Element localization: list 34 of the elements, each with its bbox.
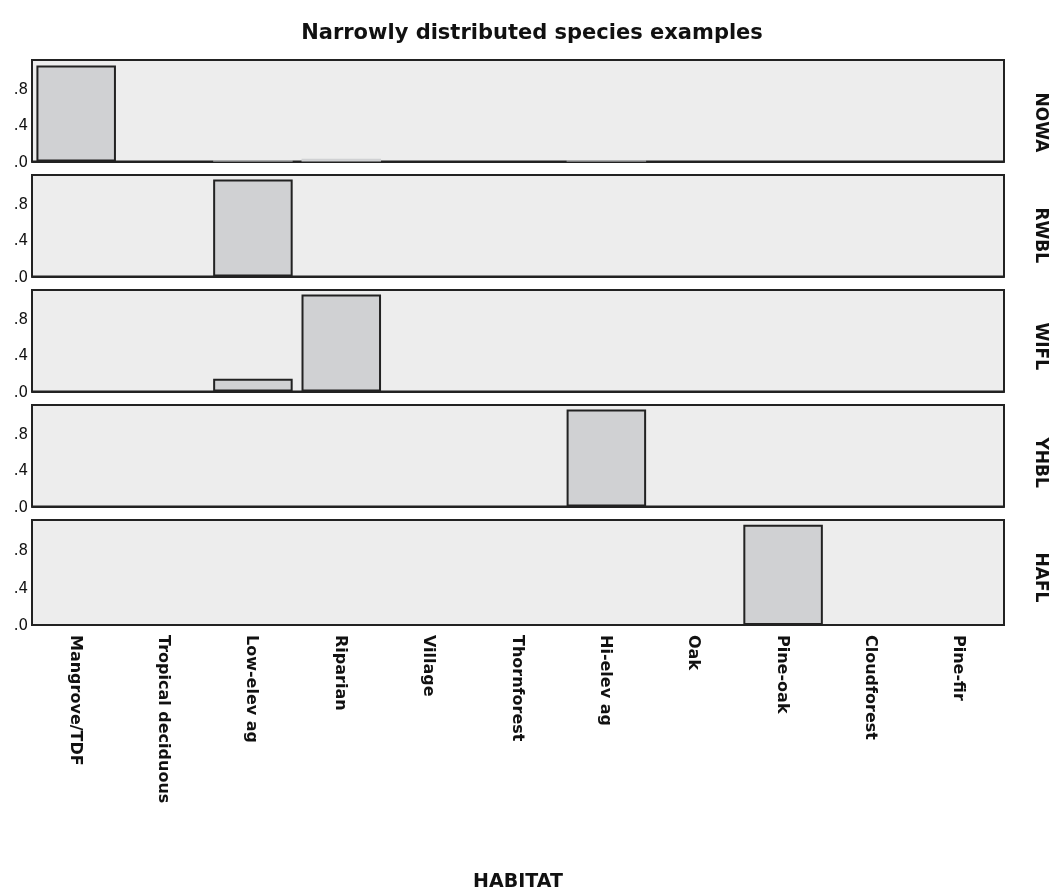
y-tick-label: .0 [13,497,28,516]
y2-axis-title: WIFL [1031,322,1052,371]
y2-axis-title: HAFL [1031,552,1052,603]
y-tick-label: .4 [13,346,28,365]
y2-axis-title: RWBL [1031,207,1052,264]
y2-axis-title: YHBL [1031,436,1052,488]
y-tick-label: .4 [13,116,28,135]
y-tick-label: .0 [13,382,28,401]
y-tick-label: .8 [13,80,28,98]
y-tick-label: .8 [13,425,28,443]
y2-axis-title: NOWA [1031,92,1052,154]
y-tick-label: .8 [13,310,28,328]
x-tick-label: Village [420,635,440,697]
bar [301,158,382,162]
y-tick-label: .0 [13,267,28,286]
x-tick-label: Thornforest [508,635,528,742]
y-tick-label: .4 [13,231,28,250]
x-tick-label: Hi-elev ag [596,635,616,726]
y-tick-label: .4 [13,461,28,480]
y-tick-label: .0 [13,616,28,634]
x-tick-label: Oak [685,635,705,671]
chart-title: Narrowly distributed species examples [301,19,763,44]
x-axis-title: HABITAT [473,868,563,887]
y-tick-label: .8 [13,541,28,559]
y-tick-label: .4 [13,578,28,597]
y-tick-label: .8 [13,195,28,213]
x-tick-label: Pine-fir [950,635,970,701]
x-tick-label: Low-elev ag [243,635,263,744]
x-tick-label: Cloudforest [861,635,881,741]
x-tick-label: Riparian [331,635,351,711]
x-tick-label: Pine-oak [773,635,793,714]
x-tick-label: Tropical deciduous [155,635,175,804]
y-tick-label: .0 [13,152,28,171]
x-tick-label: Mangrove/TDF [66,635,86,766]
